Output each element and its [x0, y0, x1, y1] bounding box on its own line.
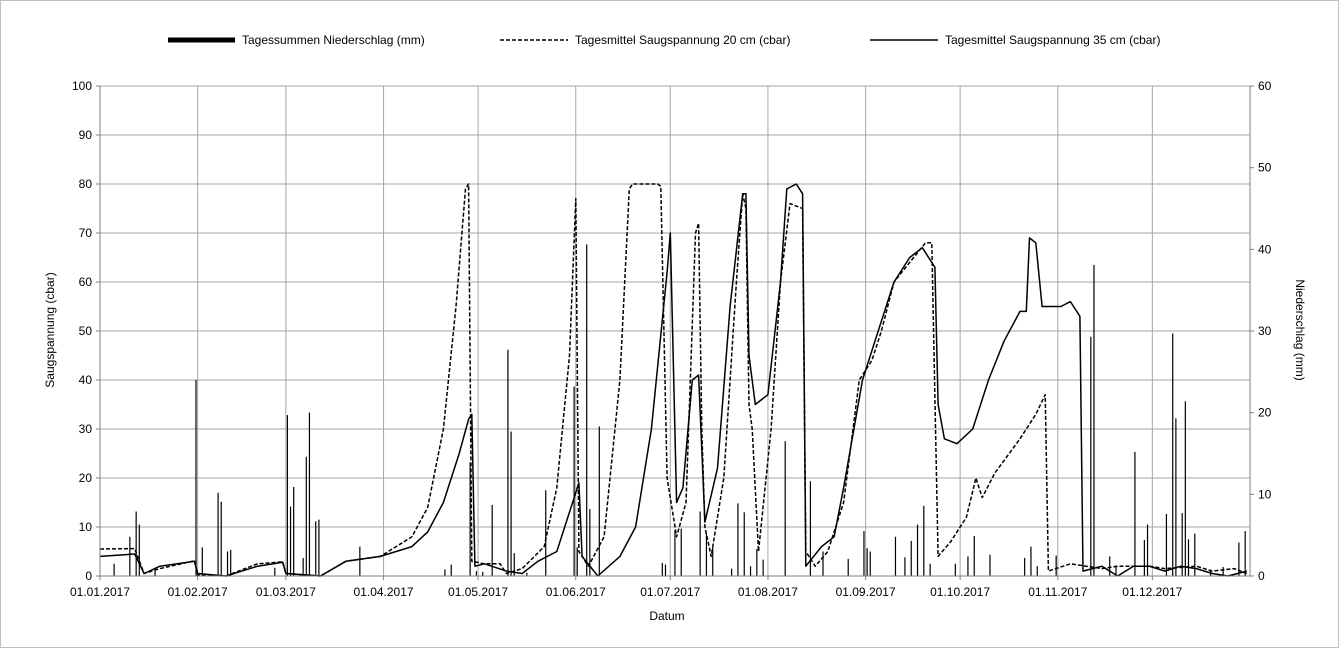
y-left-tick-label: 60 — [79, 275, 93, 289]
x-tick-label: 01.04.2017 — [354, 585, 414, 599]
y-axis-title-left: Saugspannung (cbar) — [43, 272, 57, 387]
y-left-tick-label: 90 — [79, 128, 93, 142]
precipitation-bars — [113, 244, 1246, 576]
y-right-tick-label: 30 — [1258, 324, 1272, 338]
x-tick-label: 01.02.2017 — [168, 585, 228, 599]
y-right-tick-label: 50 — [1258, 161, 1272, 175]
y-right-tick-label: 10 — [1258, 487, 1272, 501]
legend-label-1: Tagessummen Niederschlag (mm) — [242, 33, 425, 47]
x-tick-label: 01.12.2017 — [1122, 585, 1182, 599]
y-left-tick-label: 40 — [79, 373, 93, 387]
y-axis-title-right: Niederschlag (mm) — [1293, 279, 1307, 380]
x-tick-label: 01.06.2017 — [546, 585, 606, 599]
x-axis-title: Datum — [649, 609, 684, 623]
axes: 0 10 20 30 40 50 60 70 80 90 100 0 10 20 30 40 50 60 01.01… — [70, 79, 1272, 599]
y-left-tick-label: 80 — [79, 177, 93, 191]
tension-lines — [99, 183, 1248, 577]
y-right-tick-label: 0 — [1258, 569, 1265, 583]
x-tick-label: 01.07.2017 — [640, 585, 700, 599]
y-left-tick-label: 100 — [72, 79, 92, 93]
y-right-tick-label: 40 — [1258, 242, 1272, 256]
legend-label-2: Tagesmittel Saugspannung 20 cm (cbar) — [575, 33, 790, 47]
legend: Tagessummen Niederschlag (mm) Tagesmittel… — [168, 33, 1160, 47]
y-right-tick-label: 60 — [1258, 79, 1272, 93]
y-right-tick-label: 20 — [1258, 406, 1272, 420]
x-tick-label: 01.03.2017 — [256, 585, 316, 599]
x-tick-label: 01.08.2017 — [738, 585, 798, 599]
x-tick-label: 01.11.2017 — [1028, 585, 1087, 599]
y-left-tick-label: 50 — [79, 324, 93, 338]
series-line-35cm — [99, 183, 1247, 577]
y-left-tick-label: 30 — [79, 422, 93, 436]
x-tick-label: 01.09.2017 — [836, 585, 896, 599]
x-tick-label: 01.01.2017 — [70, 585, 130, 599]
legend-label-3: Tagesmittel Saugspannung 35 cm (cbar) — [945, 33, 1160, 47]
x-tick-label: 01.10.2017 — [930, 585, 990, 599]
y-left-tick-label: 20 — [79, 471, 93, 485]
series-line-20cm — [99, 183, 1248, 577]
y-left-tick-label: 0 — [85, 569, 92, 583]
y-left-tick-label: 70 — [79, 226, 93, 240]
y-left-tick-label: 10 — [79, 520, 93, 534]
x-tick-label: 01.05.2017 — [448, 585, 508, 599]
